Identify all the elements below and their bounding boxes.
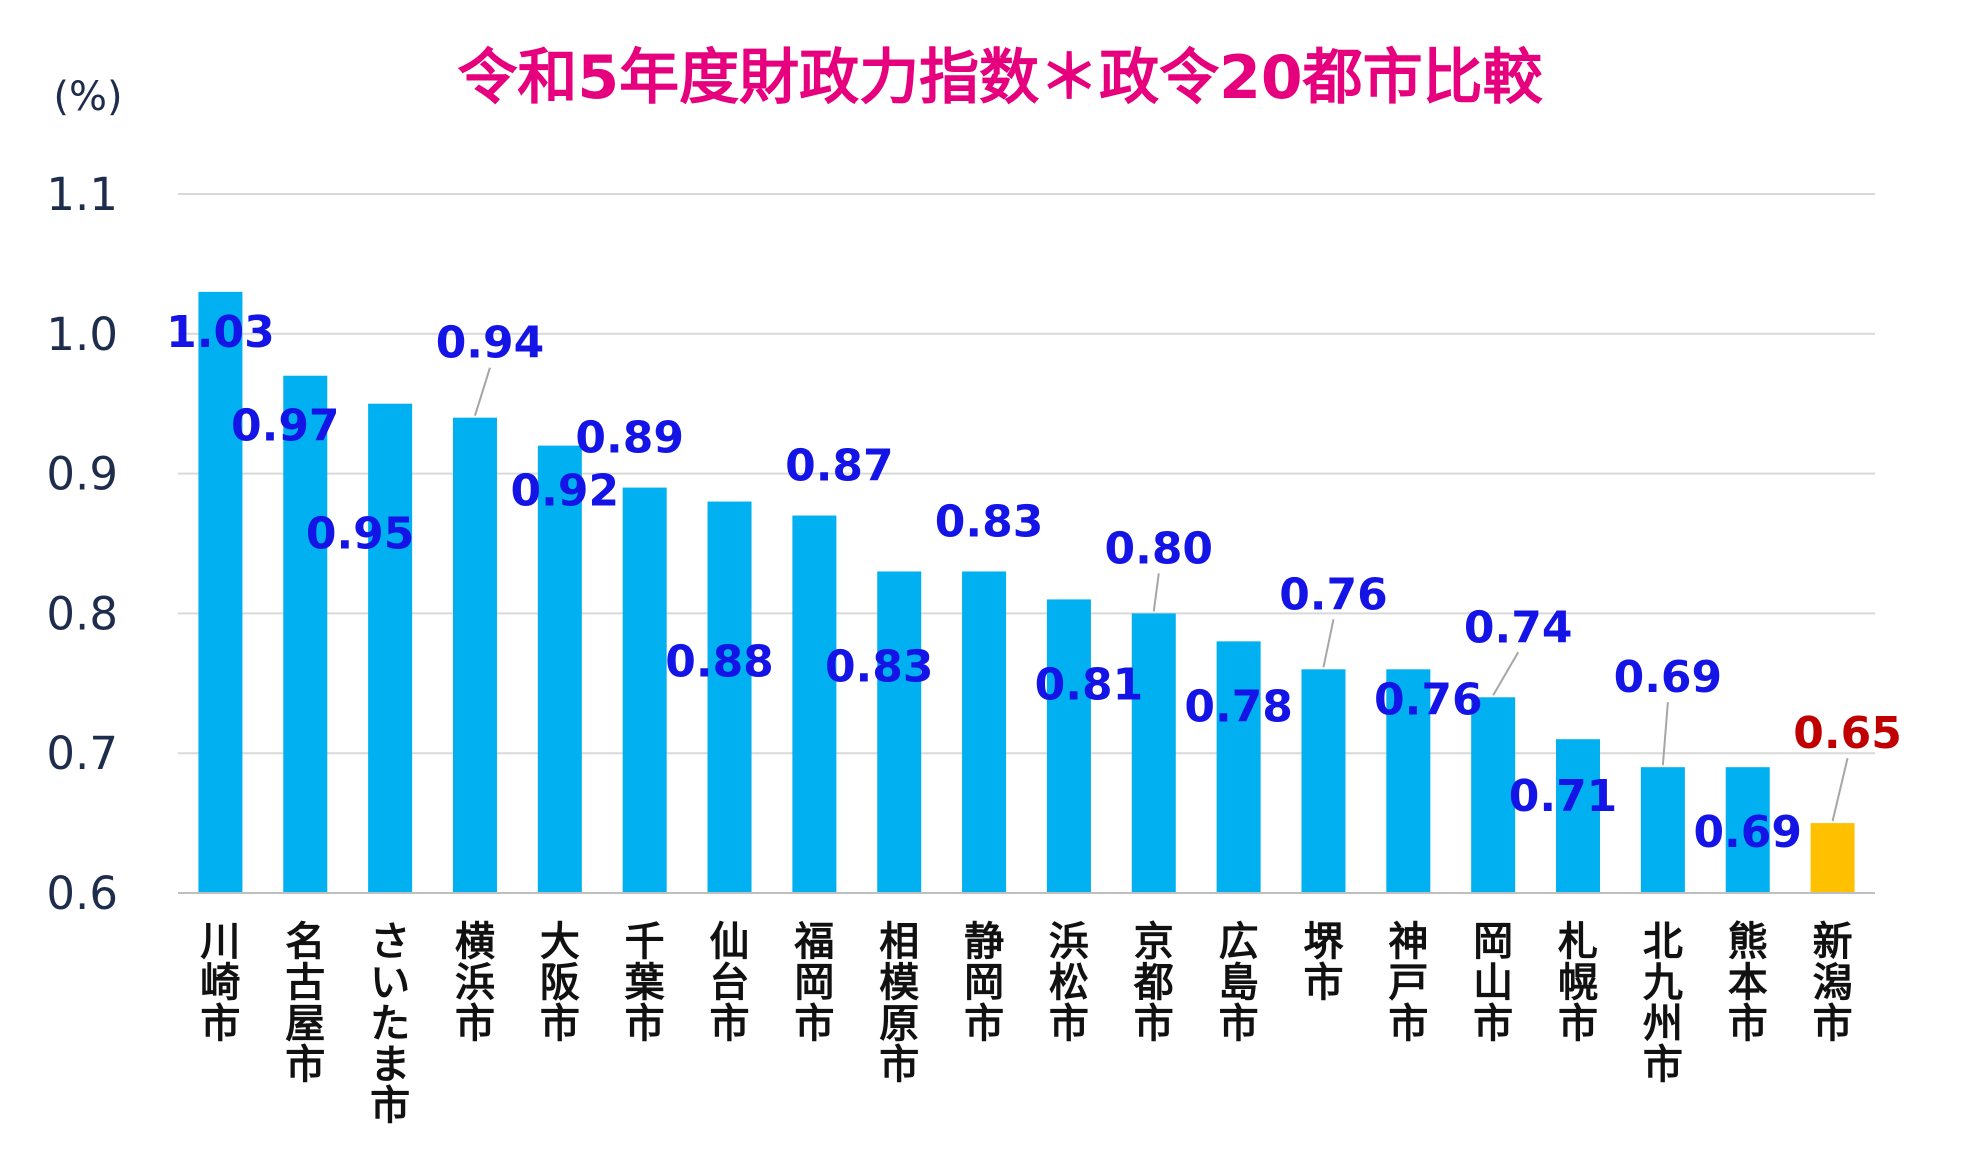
- chart-title: 令和5年度財政力指数＊政令20都市比較: [457, 43, 1543, 113]
- y-tick-label: 1.0: [46, 308, 118, 361]
- leader-line: [1661, 702, 1669, 766]
- bar: [962, 571, 1007, 893]
- bar: [452, 417, 497, 893]
- x-tick-label: 熊本市: [1728, 919, 1768, 1047]
- data-label: 0.76: [1374, 674, 1483, 725]
- data-label: 0.88: [665, 637, 774, 688]
- data-label: 0.81: [1035, 659, 1144, 710]
- y-tick-label: 0.7: [46, 727, 118, 780]
- y-axis-ticks: 0.6 0.7 0.8 0.9 1.0 1.1: [46, 168, 118, 920]
- bar: [1640, 767, 1685, 893]
- x-tick-label: 京都市: [1133, 919, 1174, 1047]
- leader-lines: [474, 367, 1849, 822]
- data-label: 0.89: [575, 413, 684, 464]
- data-label: 0.92: [511, 466, 620, 517]
- bar: [283, 375, 328, 893]
- x-tick-label: 静岡市: [964, 919, 1004, 1047]
- data-label: 1.03: [166, 307, 275, 358]
- x-tick-label: さいたま市: [370, 919, 410, 1129]
- bar: [1131, 613, 1176, 893]
- leader-line: [1152, 573, 1160, 612]
- data-label: 0.71: [1509, 771, 1618, 822]
- data-label: 0.87: [785, 441, 894, 492]
- x-tick-label: 横浜市: [455, 919, 495, 1047]
- bar: [1556, 739, 1601, 893]
- bar: [622, 487, 667, 893]
- y-tick-label: 0.9: [46, 448, 118, 501]
- x-axis-ticks: 川崎市 名古屋市 さいたま市 横浜市 大阪市 千葉市 仙台市 福岡市 相模原市 静岡市 浜松市 京都市…: [200, 919, 1852, 1129]
- leader-line: [1322, 619, 1335, 668]
- bar: [368, 403, 413, 893]
- bar: [537, 445, 582, 893]
- data-label: 0.74: [1464, 602, 1573, 653]
- y-tick-label: 0.8: [46, 587, 118, 640]
- bar: [707, 501, 752, 893]
- data-label: 0.65: [1793, 708, 1902, 759]
- data-label: 0.95: [306, 509, 415, 560]
- data-label: 0.69: [1693, 807, 1802, 858]
- leader-line: [1831, 757, 1849, 822]
- x-tick-label: 福岡市: [793, 919, 834, 1047]
- bar: [877, 571, 922, 893]
- data-labels: 1.03 0.97 0.95 0.94 0.920.89 0.88 0.87 0.83 0.83…: [166, 307, 1902, 858]
- x-tick-label: 岡山市: [1473, 919, 1513, 1047]
- bar: [1046, 599, 1091, 893]
- y-tick-label: 1.1: [46, 168, 118, 221]
- bar: [1471, 697, 1516, 893]
- x-tick-label: 堺市: [1303, 919, 1344, 1006]
- x-tick-label: 仙台市: [710, 919, 750, 1047]
- x-tick-label: 浜松市: [1049, 919, 1089, 1047]
- x-tick-label: 北九州市: [1643, 919, 1683, 1088]
- y-axis-unit-label: (%): [53, 74, 122, 120]
- bar: [1301, 669, 1346, 893]
- data-label: 0.69: [1614, 652, 1723, 703]
- bar: [198, 291, 243, 893]
- data-label: 0.97: [231, 401, 340, 452]
- bars: [198, 291, 1855, 893]
- leader-line: [1492, 651, 1520, 696]
- x-tick-label: 新潟市: [1813, 919, 1853, 1047]
- leader-line: [474, 367, 491, 416]
- bar: [1386, 669, 1431, 893]
- data-label: 0.78: [1184, 681, 1293, 732]
- data-label: 0.80: [1104, 523, 1213, 574]
- data-label: 0.76: [1279, 569, 1388, 620]
- data-label: 0.83: [935, 496, 1044, 547]
- bar: [1810, 823, 1855, 893]
- x-tick-label: 広島市: [1219, 919, 1259, 1047]
- x-tick-label: 大阪市: [540, 919, 580, 1047]
- bar: [1725, 767, 1770, 893]
- x-tick-label: 千葉市: [624, 919, 666, 1047]
- data-label: 0.83: [825, 641, 934, 692]
- x-tick-label: 相模原市: [879, 919, 919, 1088]
- y-tick-label: 0.6: [46, 867, 118, 920]
- x-tick-label: 神戸市: [1388, 919, 1428, 1047]
- bar: [792, 515, 837, 893]
- bar: [1216, 641, 1261, 893]
- x-tick-label: 名古屋市: [285, 919, 325, 1088]
- x-tick-label: 川崎市: [200, 919, 240, 1047]
- data-label: 0.94: [436, 318, 545, 369]
- x-tick-label: 札幌市: [1558, 919, 1598, 1047]
